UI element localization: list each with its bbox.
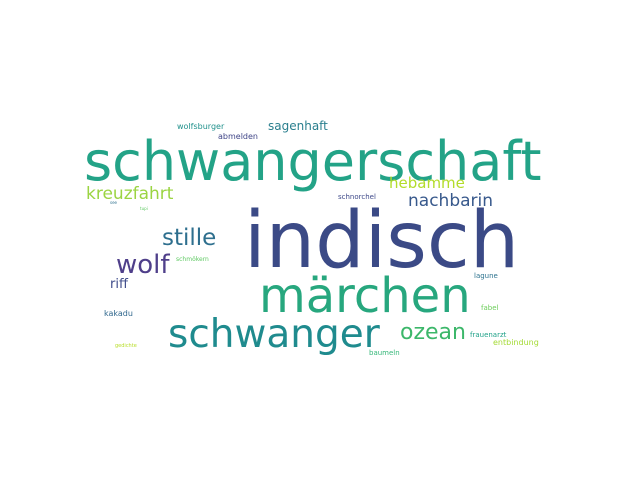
word: sagenhaft: [268, 119, 328, 133]
word: wolfsburger: [177, 122, 225, 131]
word: ozean: [400, 320, 466, 345]
word: kakadu: [104, 309, 133, 318]
word: riff: [110, 277, 128, 292]
word: tupi: [140, 206, 148, 211]
word: lagune: [474, 272, 498, 280]
word: schwanger: [168, 312, 380, 357]
word: kreuzfahrt: [86, 184, 174, 204]
word: abmelden: [218, 132, 258, 141]
word: schnorchel: [338, 193, 376, 201]
word: märchen: [259, 268, 471, 324]
word: stille: [162, 225, 217, 251]
word: nachbarin: [408, 191, 494, 211]
word: see: [110, 200, 118, 205]
word: hebamme: [389, 174, 465, 192]
word: wolf: [116, 250, 170, 280]
word: schmökern: [176, 256, 209, 263]
word: indisch: [244, 196, 520, 286]
word: entbindung: [493, 338, 539, 347]
word: gedichte: [115, 343, 137, 349]
word: baumeln: [369, 349, 400, 357]
word: frauenarzt: [470, 331, 507, 339]
word: schwangerschaft: [84, 130, 542, 193]
word: fabel: [481, 304, 499, 312]
